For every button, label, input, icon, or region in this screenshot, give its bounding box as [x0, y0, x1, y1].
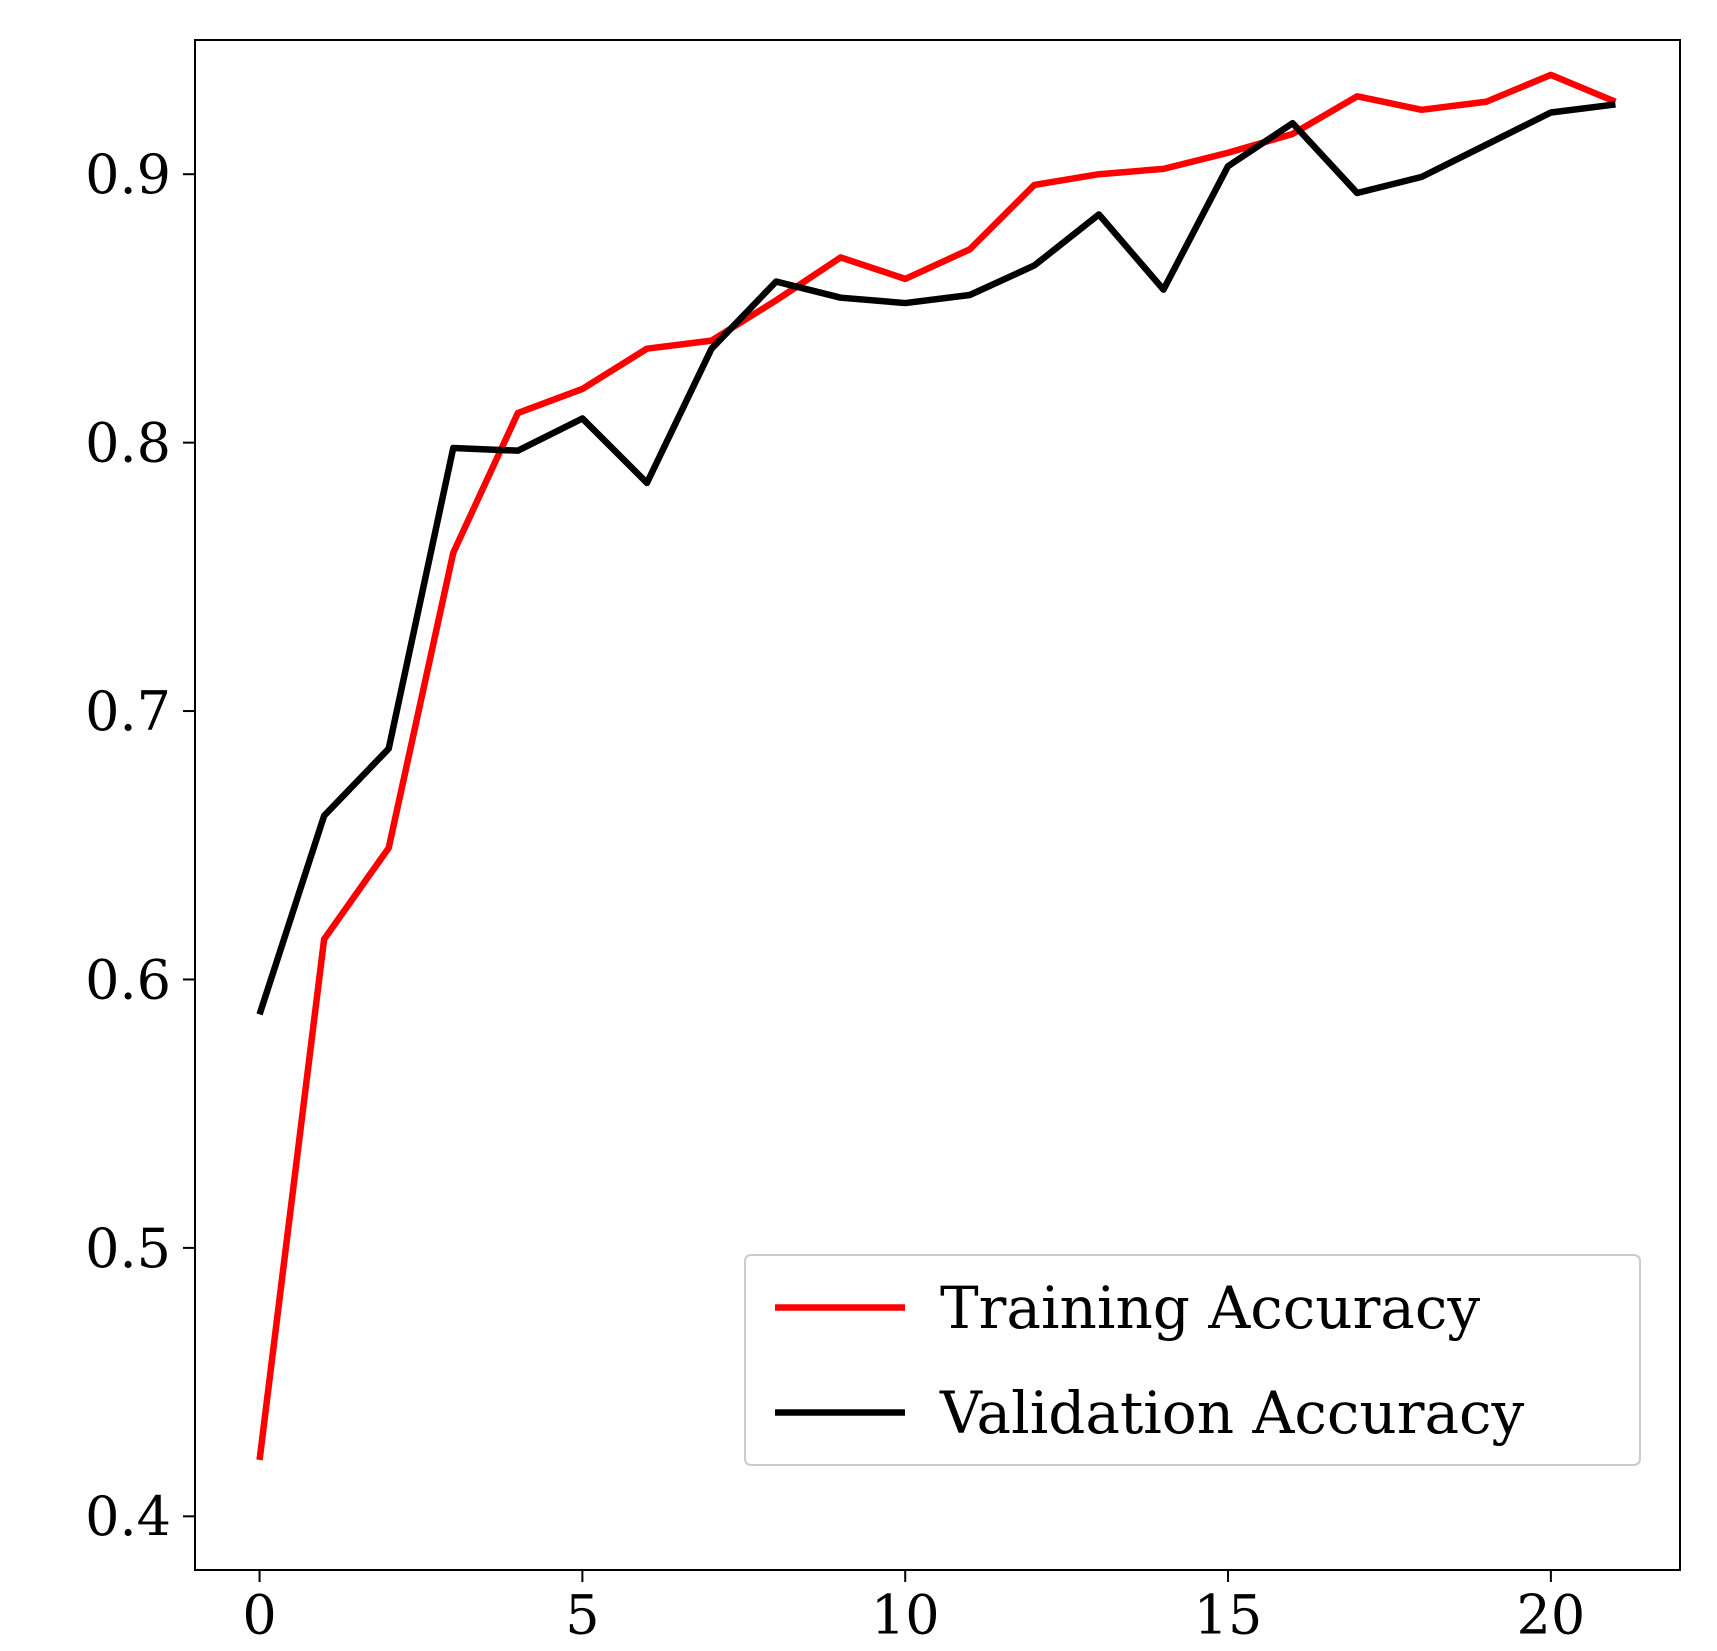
legend-label: Validation Accuracy [939, 1379, 1525, 1447]
y-tick-label: 0.6 [85, 948, 171, 1011]
y-tick-label: 0.9 [85, 143, 171, 206]
y-tick-label: 0.4 [85, 1485, 171, 1548]
accuracy-chart: 0 5 10 15 20 0.4 0.5 0.6 0.7 0.8 0.9 Training Accur… [0, 0, 1717, 1651]
series-line-validation-accuracy [260, 104, 1616, 1014]
legend: Training Accuracy Validation Accuracy [745, 1255, 1640, 1465]
x-tick-label: 10 [871, 1583, 940, 1646]
x-tick-label: 15 [1194, 1583, 1263, 1646]
y-tick-label: 0.5 [85, 1217, 171, 1280]
y-tick-label: 0.7 [85, 680, 171, 743]
y-tick-label: 0.8 [85, 412, 171, 475]
x-tick-label: 0 [242, 1583, 276, 1646]
chart-svg: 0 5 10 15 20 0.4 0.5 0.6 0.7 0.8 0.9 Training Accur… [0, 0, 1717, 1651]
series-line-training-accuracy [260, 75, 1616, 1460]
legend-label: Training Accuracy [940, 1274, 1480, 1342]
x-tick-label: 20 [1517, 1583, 1586, 1646]
x-tick-label: 5 [565, 1583, 599, 1646]
